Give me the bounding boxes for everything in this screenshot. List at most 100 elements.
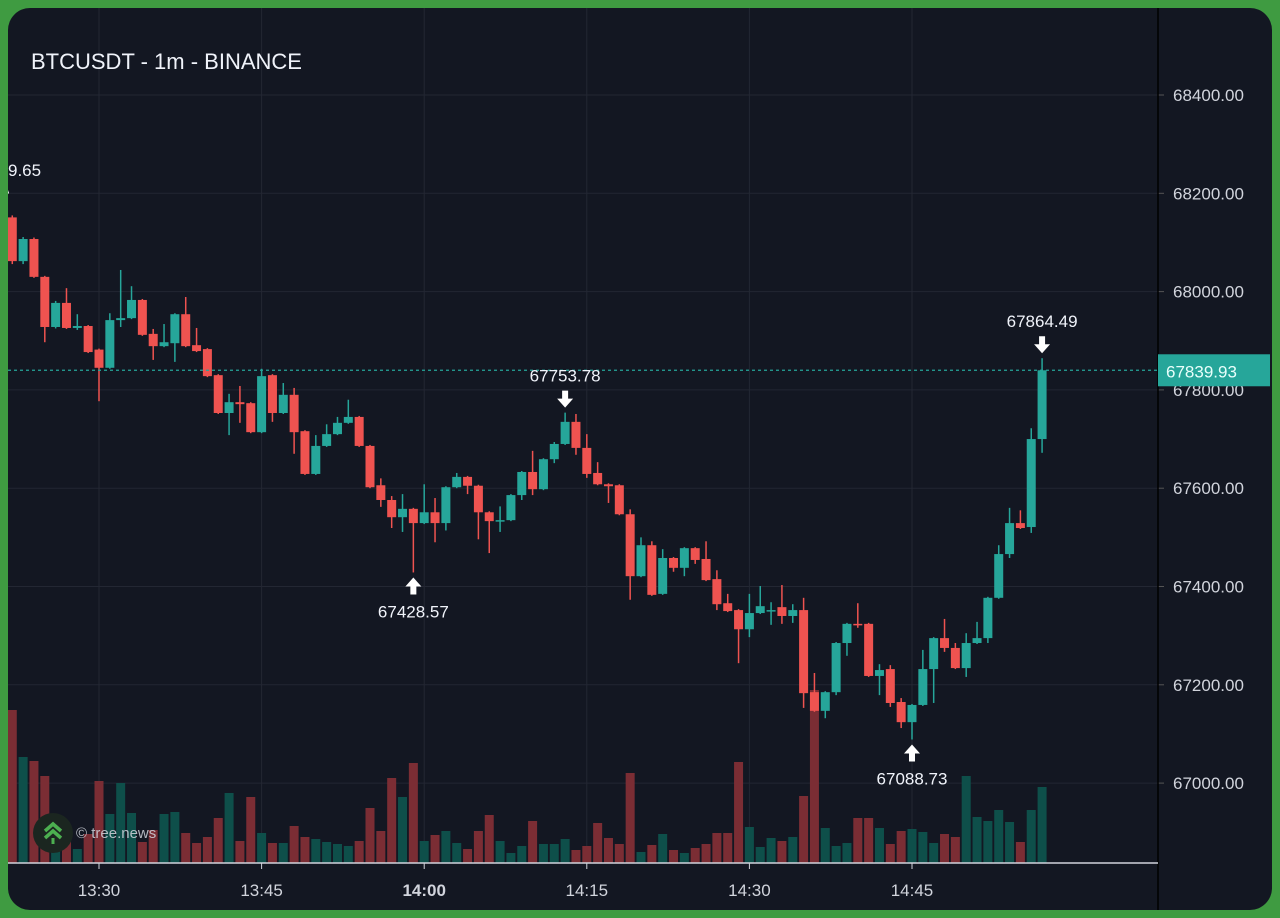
volume-bar [506,853,516,863]
candle-body [940,638,950,648]
candle-body [1015,523,1025,529]
candle-body [354,416,364,446]
candle-body [127,299,137,319]
offscreen-high-annotation: 9.65 [8,161,41,180]
volume-bar [950,837,960,863]
low-price-annotation: 67428.57 [378,602,449,621]
tree-news-logo-icon [33,813,73,853]
volume-bar [560,839,570,863]
volume-bar [398,797,408,863]
volume-bar [343,846,353,863]
candle-body [452,476,462,488]
volume-bar [940,834,950,863]
volume-bar [116,783,126,863]
y-tick-label: 67200.00 [1173,676,1244,695]
volume-bar [322,842,332,863]
volume-bar [484,815,494,863]
candle-body [29,239,39,277]
volume-bar [1037,787,1047,863]
candle-body [202,349,212,377]
candle-body [473,485,483,513]
arrow-down-icon [557,390,574,408]
volume-bar [864,818,874,863]
volume-bar [549,844,559,863]
volume-bar [463,849,473,863]
candle-body [137,299,147,335]
candle-body [647,545,657,595]
candle-body [950,647,960,669]
volume-bar [408,763,418,863]
candle-body [679,548,689,568]
volume-bar [734,762,744,863]
volume-bar [289,826,299,863]
candle-body [593,472,603,485]
candle-body [907,704,917,723]
candle-body [441,487,451,524]
candle-body [300,431,310,474]
volume-bar [831,846,841,863]
volume-bar [387,778,397,863]
volume-bar [148,830,158,863]
candle-body [831,643,841,693]
candle-body [181,314,191,347]
volume-bar [1026,810,1036,863]
arrow-down-icon [1034,336,1051,354]
volume-bar [365,808,375,863]
candle-body [398,508,408,518]
volume-bar [842,843,852,863]
volume-bar [538,844,548,863]
candle-body [625,514,635,577]
volume-bar [994,810,1004,863]
volume-bar [105,814,115,863]
volume-bar [311,839,321,863]
candle-body [83,326,93,353]
candle-body [734,610,744,630]
volume-bar [202,837,212,863]
chart-title: BTCUSDT - 1m - BINANCE [31,49,302,74]
candle-body [766,610,776,612]
y-tick-label: 67000.00 [1173,774,1244,793]
candle-body [257,376,267,433]
candle-body [885,669,895,703]
volume-bar [441,831,451,863]
candle-body [842,623,852,644]
candlestick-chart[interactable]: 68400.0068200.0068000.0067800.0067600.00… [8,8,1272,910]
volume-bar [137,842,147,863]
volume-bar [224,793,234,863]
volume-bar [127,813,137,863]
plot-area [8,215,1047,863]
candle-body [820,692,830,711]
candle-body [788,610,798,616]
candle-body [571,421,581,448]
volume-bar [267,843,277,863]
volume-bar [777,841,787,863]
candle-body [72,326,82,328]
volume-bar [690,848,700,863]
volume-bar [83,834,93,863]
volume-bar [192,843,202,863]
y-tick-label: 68000.00 [1173,283,1244,302]
candle-body [192,345,202,352]
candle-body [51,302,61,327]
candle-body [105,320,115,368]
arrow-down-icon [8,190,9,194]
high-price-annotation: 67753.78 [530,367,601,386]
x-tick-label: 14:15 [566,881,609,900]
candle-body [246,403,256,433]
volume-bar [788,837,798,863]
candle-body [484,512,494,522]
volume-bar [257,833,267,863]
volume-bar [593,823,603,863]
last-price-label: 67839.93 [1166,362,1237,381]
candle-body [744,613,754,630]
candle-body [755,606,765,614]
x-tick-label: 14:30 [728,881,771,900]
candle-body [278,394,288,414]
candle-body [961,643,971,669]
volume-bar [669,850,679,863]
volume-bar [647,845,657,863]
candle-body [853,623,863,626]
volume-bar [72,849,82,863]
candle-body [896,702,906,723]
candle-body [658,557,668,594]
